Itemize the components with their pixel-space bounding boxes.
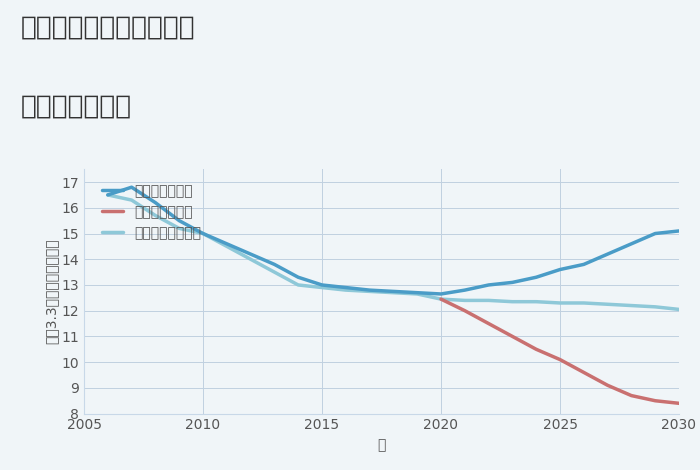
グッドシナリオ bbox=[342, 285, 350, 290]
グッドシナリオ bbox=[104, 192, 112, 198]
Text: 三重県津市一志町井関の: 三重県津市一志町井関の bbox=[21, 14, 195, 40]
ノーマルシナリオ bbox=[199, 231, 207, 236]
ノーマルシナリオ bbox=[413, 291, 421, 297]
グッドシナリオ bbox=[270, 262, 279, 267]
Line: ノーマルシナリオ: ノーマルシナリオ bbox=[108, 195, 679, 309]
バッドシナリオ bbox=[603, 383, 612, 388]
グッドシナリオ bbox=[318, 282, 326, 288]
グッドシナリオ bbox=[389, 289, 398, 294]
ノーマルシナリオ bbox=[484, 298, 493, 303]
ノーマルシナリオ bbox=[175, 226, 183, 231]
ノーマルシナリオ bbox=[651, 304, 659, 310]
ノーマルシナリオ bbox=[603, 301, 612, 307]
グッドシナリオ bbox=[246, 251, 255, 257]
グッドシナリオ bbox=[223, 241, 231, 247]
Line: バッドシナリオ: バッドシナリオ bbox=[441, 299, 679, 403]
バッドシナリオ bbox=[484, 321, 493, 326]
グッドシナリオ bbox=[627, 241, 636, 247]
グッドシナリオ bbox=[365, 287, 374, 293]
Line: グッドシナリオ: グッドシナリオ bbox=[108, 187, 679, 294]
グッドシナリオ bbox=[437, 291, 445, 297]
グッドシナリオ bbox=[651, 231, 659, 236]
グッドシナリオ bbox=[532, 274, 540, 280]
Text: 土地の価格推移: 土地の価格推移 bbox=[21, 94, 132, 120]
ノーマルシナリオ bbox=[294, 282, 302, 288]
ノーマルシナリオ bbox=[127, 197, 136, 203]
ノーマルシナリオ bbox=[556, 300, 564, 306]
バッドシナリオ bbox=[437, 296, 445, 302]
グッドシナリオ bbox=[175, 218, 183, 223]
バッドシナリオ bbox=[508, 334, 517, 339]
ノーマルシナリオ bbox=[223, 243, 231, 249]
ノーマルシナリオ bbox=[246, 257, 255, 262]
バッドシナリオ bbox=[627, 393, 636, 399]
グッドシナリオ bbox=[580, 262, 588, 267]
バッドシナリオ bbox=[580, 369, 588, 375]
グッドシナリオ bbox=[484, 282, 493, 288]
バッドシナリオ bbox=[461, 308, 469, 313]
ノーマルシナリオ bbox=[461, 298, 469, 303]
ノーマルシナリオ bbox=[270, 269, 279, 275]
ノーマルシナリオ bbox=[389, 290, 398, 296]
ノーマルシナリオ bbox=[627, 303, 636, 308]
ノーマルシナリオ bbox=[532, 299, 540, 305]
グッドシナリオ bbox=[556, 266, 564, 272]
Y-axis label: 坪（3.3㎡）単価（万円）: 坪（3.3㎡）単価（万円） bbox=[45, 239, 59, 344]
ノーマルシナリオ bbox=[318, 285, 326, 290]
バッドシナリオ bbox=[532, 346, 540, 352]
グッドシナリオ bbox=[508, 280, 517, 285]
グッドシナリオ bbox=[603, 251, 612, 257]
ノーマルシナリオ bbox=[104, 192, 112, 198]
ノーマルシナリオ bbox=[342, 287, 350, 293]
グッドシナリオ bbox=[199, 231, 207, 236]
バッドシナリオ bbox=[675, 400, 683, 406]
ノーマルシナリオ bbox=[675, 306, 683, 312]
ノーマルシナリオ bbox=[365, 289, 374, 294]
バッドシナリオ bbox=[651, 398, 659, 404]
バッドシナリオ bbox=[556, 357, 564, 362]
グッドシナリオ bbox=[461, 287, 469, 293]
グッドシナリオ bbox=[127, 184, 136, 190]
グッドシナリオ bbox=[675, 228, 683, 234]
グッドシナリオ bbox=[151, 200, 160, 205]
ノーマルシナリオ bbox=[151, 213, 160, 219]
X-axis label: 年: 年 bbox=[377, 438, 386, 452]
ノーマルシナリオ bbox=[508, 299, 517, 305]
ノーマルシナリオ bbox=[580, 300, 588, 306]
ノーマルシナリオ bbox=[437, 296, 445, 302]
グッドシナリオ bbox=[413, 290, 421, 296]
グッドシナリオ bbox=[294, 274, 302, 280]
Legend: グッドシナリオ, バッドシナリオ, ノーマルシナリオ: グッドシナリオ, バッドシナリオ, ノーマルシナリオ bbox=[97, 179, 207, 246]
